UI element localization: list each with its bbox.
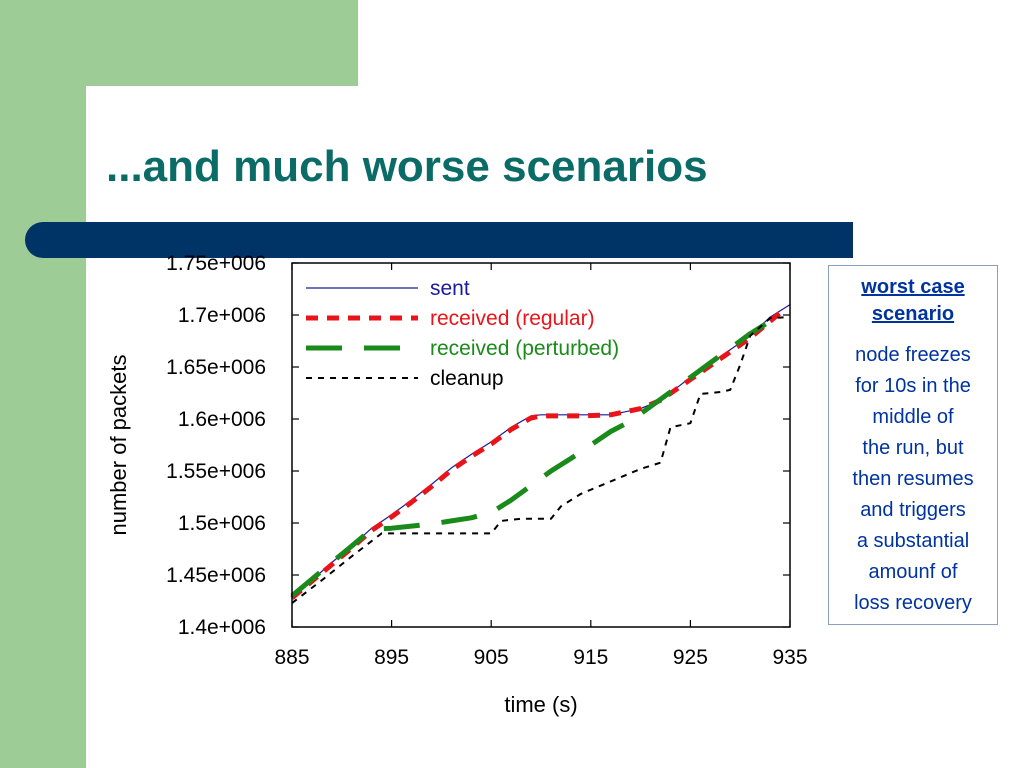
legend-label: received (perturbed) bbox=[430, 337, 619, 360]
legend-label: received (regular) bbox=[430, 307, 595, 330]
note-line: a substantial bbox=[856, 530, 970, 552]
background-green-top bbox=[0, 0, 358, 86]
note-line: amounf of bbox=[868, 561, 958, 583]
note-title-line2: scenario bbox=[871, 303, 955, 325]
background-white-corner bbox=[86, 86, 206, 206]
note-title-line1: worst case bbox=[861, 276, 965, 298]
y-axis-label: number of packets bbox=[106, 355, 131, 536]
legend-label: sent bbox=[430, 277, 470, 300]
y-tick-label: 1.55e+006 bbox=[166, 460, 266, 483]
y-tick-label: 1.45e+006 bbox=[166, 564, 266, 587]
note-line: loss recovery bbox=[854, 592, 972, 614]
background-green-left bbox=[0, 0, 86, 768]
y-tick-label: 1.5e+006 bbox=[178, 512, 266, 535]
slide-title: ...and much worse scenarios bbox=[106, 142, 708, 191]
x-tick-label: 915 bbox=[573, 646, 608, 669]
series-line bbox=[290, 311, 782, 598]
y-tick-label: 1.75e+006 bbox=[166, 252, 266, 275]
x-tick-label: 905 bbox=[474, 646, 509, 669]
y-tick-label: 1.6e+006 bbox=[178, 408, 266, 431]
note-line: for 10s in the bbox=[855, 375, 971, 397]
plot-frame bbox=[291, 262, 791, 628]
title-divider-bar bbox=[25, 222, 853, 258]
note-line: and triggers bbox=[860, 499, 966, 521]
chart-legend: sent received (regular) received (perturbe… bbox=[306, 277, 619, 390]
y-tick-label: 1.4e+006 bbox=[178, 616, 266, 639]
axis-ticks: 1.4e+006 1.45e+006 1.5e+006 1.55e+006 1.6e+0… bbox=[166, 252, 807, 669]
note-line: middle of bbox=[872, 406, 954, 428]
x-tick-label: 885 bbox=[274, 646, 309, 669]
x-tick-label: 895 bbox=[374, 646, 409, 669]
note-box: worst case scenario node freezes for 10s… bbox=[828, 265, 998, 625]
legend-label: cleanup bbox=[430, 367, 504, 390]
note-line: then resumes bbox=[852, 468, 974, 490]
line-chart: 1.4e+006 1.45e+006 1.5e+006 1.55e+006 1.6e+0… bbox=[106, 252, 808, 717]
x-axis-label: time (s) bbox=[504, 692, 577, 717]
y-tick-label: 1.65e+006 bbox=[166, 356, 266, 379]
note-text: node freezes for 10s in the middle of th… bbox=[833, 340, 993, 619]
note-line: the run, but bbox=[862, 437, 964, 459]
y-tick-label: 1.7e+006 bbox=[178, 304, 266, 327]
note-line: node freezes bbox=[855, 344, 971, 366]
x-tick-label: 935 bbox=[772, 646, 807, 669]
x-tick-label: 925 bbox=[673, 646, 708, 669]
series-lines bbox=[290, 304, 791, 604]
